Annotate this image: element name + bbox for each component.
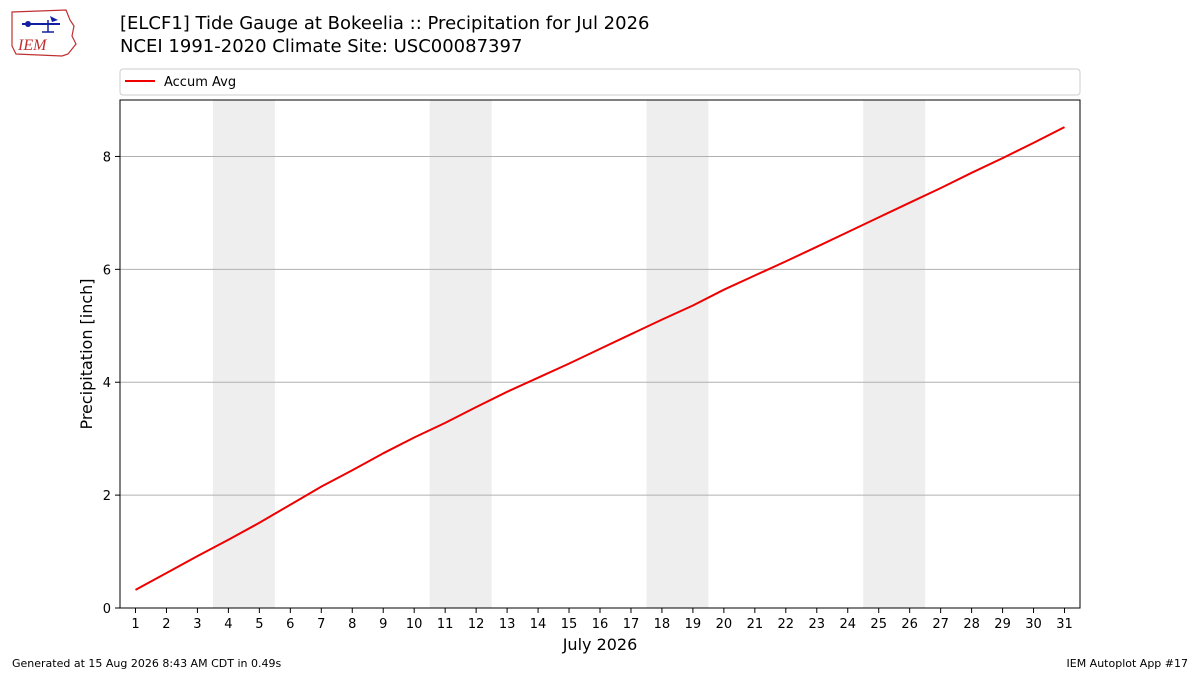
x-tick-label: 4 <box>224 617 232 632</box>
x-tick-label: 20 <box>716 617 733 632</box>
y-tick-label: 6 <box>103 263 111 278</box>
x-tick-label: 23 <box>809 617 826 632</box>
legend-box <box>119 68 1081 96</box>
x-tick-label: 2 <box>162 617 170 632</box>
chart-title-line2: NCEI 1991-2020 Climate Site: USC00087397 <box>120 36 523 57</box>
x-axis: 1 2 3 4 5 6 7 8 9 10 11 12 13 14 15 16 17 18 19 20 21 22 23 24 2… <box>131 608 1073 632</box>
x-tick-label: 31 <box>1056 617 1073 632</box>
x-tick-label: 6 <box>286 617 294 632</box>
x-axis-label: July 2026 <box>562 635 638 654</box>
y-axis: 0 2 4 6 8 <box>103 150 120 617</box>
grid-lines <box>120 155 1080 496</box>
series-line-accum-avg <box>135 126 1065 591</box>
iem-logo-text: IEM <box>17 37 48 54</box>
chart-title-line1: [ELCF1] Tide Gauge at Bokeelia :: Precip… <box>120 13 650 34</box>
x-tick-label: 21 <box>747 617 764 632</box>
y-tick-label: 4 <box>103 376 111 391</box>
x-tick-label: 19 <box>685 617 702 632</box>
y-tick-label: 2 <box>103 489 111 504</box>
app-label: IEM Autoplot App #17 <box>1066 657 1189 670</box>
x-tick-label: 11 <box>437 617 454 632</box>
x-tick-label: 25 <box>870 617 887 632</box>
legend: Accum Avg <box>119 68 1081 96</box>
y-tick-label: 0 <box>103 602 111 617</box>
x-tick-label: 8 <box>348 617 356 632</box>
x-tick-label: 9 <box>379 617 387 632</box>
x-tick-label: 27 <box>932 617 949 632</box>
x-tick-label: 24 <box>839 617 856 632</box>
x-tick-label: 12 <box>468 617 485 632</box>
x-tick-label: 28 <box>963 617 980 632</box>
x-tick-label: 3 <box>193 617 201 632</box>
x-tick-label: 7 <box>317 617 325 632</box>
weekend-band-1 <box>212 100 275 608</box>
x-tick-label: 26 <box>901 617 918 632</box>
x-tick-label: 10 <box>406 617 423 632</box>
x-tick-label: 15 <box>561 617 578 632</box>
x-tick-label: 29 <box>994 617 1011 632</box>
iem-logo-icon: IEM <box>11 9 77 57</box>
weekend-bands <box>212 100 926 608</box>
weekend-band-4 <box>863 100 926 608</box>
x-tick-label: 18 <box>654 617 671 632</box>
y-axis-label: Precipitation [inch] <box>77 278 96 429</box>
x-tick-label: 16 <box>592 617 609 632</box>
iem-logo: IEM <box>8 6 80 58</box>
y-tick-label: 8 <box>103 150 111 165</box>
x-tick-label: 1 <box>131 617 139 632</box>
x-tick-label: 30 <box>1025 617 1042 632</box>
x-tick-label: 17 <box>623 617 640 632</box>
x-tick-label: 5 <box>255 617 263 632</box>
x-tick-label: 14 <box>530 617 547 632</box>
legend-label: Accum Avg <box>164 75 236 90</box>
generated-timestamp: Generated at 15 Aug 2026 8:43 AM CDT in … <box>12 657 282 670</box>
x-tick-label: 13 <box>499 617 516 632</box>
x-tick-label: 22 <box>778 617 795 632</box>
weekend-band-3 <box>646 100 709 608</box>
weekend-band-2 <box>429 100 492 608</box>
chart-title: [ELCF1] Tide Gauge at Bokeelia :: Precip… <box>120 12 649 58</box>
